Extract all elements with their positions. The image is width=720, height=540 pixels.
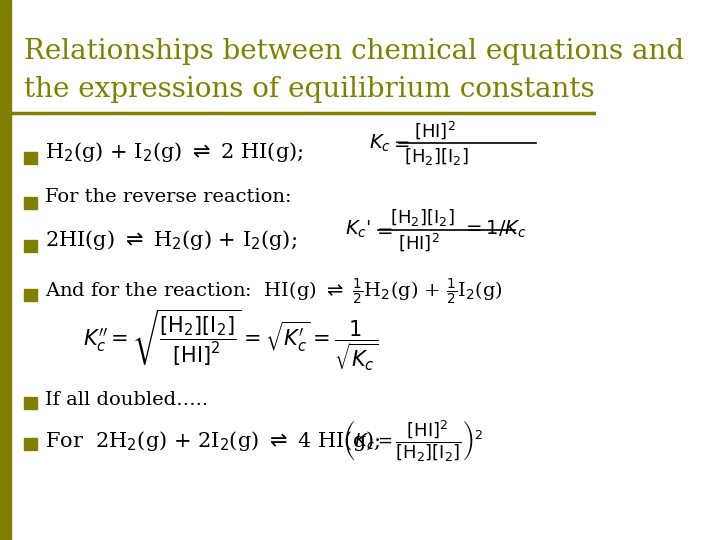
Text: $K_c$: $K_c$ bbox=[369, 132, 392, 154]
Text: $K_c$': $K_c$' bbox=[346, 219, 372, 240]
Text: For  2H$_2$(g) + 2I$_2$(g) $\rightleftharpoons$ 4 HI(g);: For 2H$_2$(g) + 2I$_2$(g) $\rightlefthar… bbox=[45, 429, 380, 453]
Bar bbox=[24, 240, 37, 252]
Text: $= 1/K_c$: $= 1/K_c$ bbox=[462, 219, 526, 240]
Text: $[\mathrm{H_2}][\mathrm{I_2}]$: $[\mathrm{H_2}][\mathrm{I_2}]$ bbox=[390, 207, 455, 228]
Text: $[\mathrm{H_2}][\mathrm{I_2}]$: $[\mathrm{H_2}][\mathrm{I_2}]$ bbox=[404, 146, 469, 167]
Text: the expressions of equilibrium constants: the expressions of equilibrium constants bbox=[24, 76, 595, 103]
Bar bbox=[0, 0, 11, 540]
Bar bbox=[24, 289, 37, 301]
Text: $=$: $=$ bbox=[373, 220, 393, 239]
Text: $[\mathrm{HI}]^2$: $[\mathrm{HI}]^2$ bbox=[398, 232, 440, 253]
Text: And for the reaction:  HI(g) $\rightleftharpoons$ $\frac{1}{2}$H$_2$(g) + $\frac: And for the reaction: HI(g) $\rightlefth… bbox=[45, 276, 503, 307]
Text: $\left(K_c = \dfrac{[\mathrm{HI}]^2}{[\mathrm{H_2}][\mathrm{I_2}]}\right)^2$: $\left(K_c = \dfrac{[\mathrm{HI}]^2}{[\m… bbox=[343, 418, 484, 464]
Text: 2HI(g) $\rightleftharpoons$ H$_2$(g) + I$_2$(g);: 2HI(g) $\rightleftharpoons$ H$_2$(g) + I… bbox=[45, 228, 297, 252]
Text: For the reverse reaction:: For the reverse reaction: bbox=[45, 188, 291, 206]
Bar bbox=[24, 152, 37, 164]
Text: $K_c'' = \sqrt{\dfrac{[\mathrm{H_2}][\mathrm{I_2}]}{[\mathrm{HI}]^2}} = \sqrt{K_: $K_c'' = \sqrt{\dfrac{[\mathrm{H_2}][\ma… bbox=[84, 308, 379, 373]
Text: H$_2$(g) + I$_2$(g) $\rightleftharpoons$ 2 HI(g);: H$_2$(g) + I$_2$(g) $\rightleftharpoons$… bbox=[45, 140, 303, 164]
Bar bbox=[24, 438, 37, 450]
Text: $[\mathrm{HI}]^2$: $[\mathrm{HI}]^2$ bbox=[414, 120, 456, 141]
Text: Relationships between chemical equations and: Relationships between chemical equations… bbox=[24, 38, 684, 65]
Bar bbox=[24, 397, 37, 409]
Text: If all doubled…..: If all doubled….. bbox=[45, 390, 208, 409]
Bar bbox=[24, 197, 37, 209]
Text: $=$: $=$ bbox=[390, 134, 410, 152]
